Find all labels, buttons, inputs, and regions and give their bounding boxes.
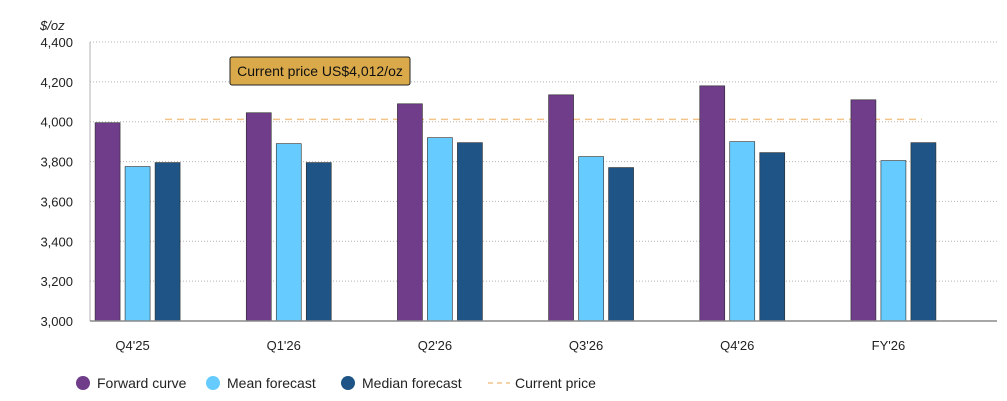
y-tick-label: 4,000 — [40, 115, 73, 130]
y-tick-label: 3,800 — [40, 155, 73, 170]
legend-label: Mean forecast — [227, 375, 316, 391]
y-tick-label: 4,200 — [40, 75, 73, 90]
bar-forward-curve — [245, 112, 272, 322]
bar-median-forecast — [154, 162, 181, 322]
y-tick-label: 4,400 — [40, 35, 73, 50]
legend-marker-mean-forecast — [206, 376, 220, 390]
callout-text: Current price US$4,012/oz — [237, 63, 403, 79]
bar-mean-forecast — [729, 141, 756, 322]
bar-forward-curve — [397, 103, 423, 322]
y-tick-label: 3,600 — [40, 194, 73, 209]
current-price-callout: Current price US$4,012/oz — [229, 56, 411, 86]
bar-mean-forecast — [578, 156, 604, 322]
x-tick-label: Q4'25 — [115, 338, 149, 353]
bar-median-forecast — [759, 152, 786, 322]
x-tick-label: FY'26 — [872, 338, 906, 353]
y-tick-label: 3,200 — [40, 274, 73, 289]
legend-label: Median forecast — [362, 375, 462, 391]
callout-box — [229, 56, 411, 86]
bar-median-forecast — [608, 167, 634, 322]
x-tick-label: Q1'26 — [267, 338, 301, 353]
legend-label: Current price — [515, 375, 596, 391]
bar-mean-forecast — [275, 143, 302, 322]
y-tick-label: 3,000 — [40, 314, 73, 329]
gridlines — [90, 41, 997, 282]
bar-forward-curve — [850, 99, 877, 322]
bar-forward-curve — [548, 94, 574, 322]
axes: $/oz 3,000 3,200 3,400 3,600 3,800 4,000 4,200… — [39, 18, 997, 353]
y-axis-label: $/oz — [39, 18, 65, 33]
bar-forward-curve — [94, 122, 121, 322]
bar-median-forecast — [910, 142, 937, 322]
bar-median-forecast — [305, 162, 332, 322]
bars — [94, 85, 937, 322]
x-tick-label: Q3'26 — [569, 338, 603, 353]
bar-forward-curve — [699, 85, 726, 322]
bar-mean-forecast — [427, 137, 453, 322]
x-tick-label: Q4'26 — [720, 338, 754, 353]
x-tick-label: Q2'26 — [418, 338, 452, 353]
legend-label: Forward curve — [97, 375, 187, 391]
bar-mean-forecast — [880, 160, 907, 322]
bar-mean-forecast — [124, 166, 151, 322]
bar-median-forecast — [457, 142, 483, 322]
legend-marker-forward-curve — [76, 376, 90, 390]
legend-marker-median-forecast — [341, 376, 355, 390]
y-tick-label: 3,400 — [40, 234, 73, 249]
legend: Forward curve Mean forecast Median forecas… — [76, 375, 596, 391]
